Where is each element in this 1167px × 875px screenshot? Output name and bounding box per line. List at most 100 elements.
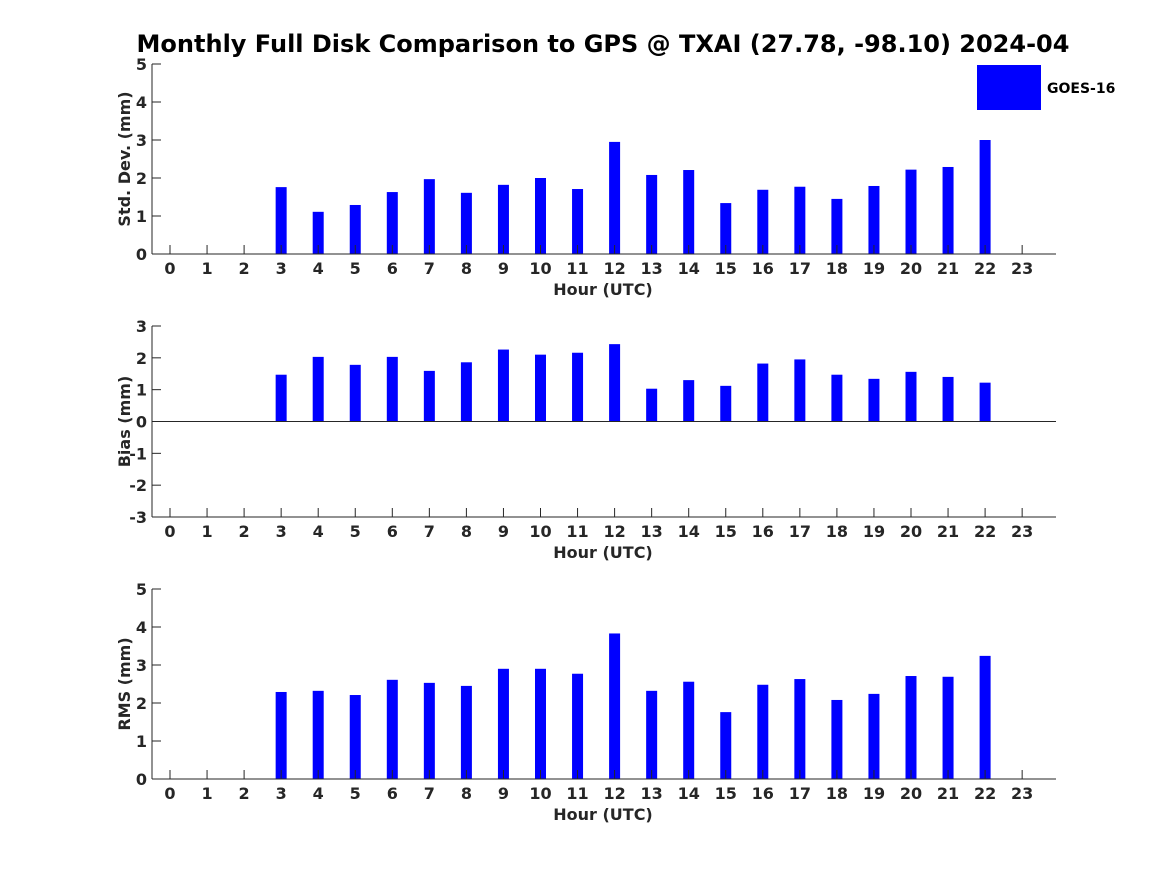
std-dev-bar-hour-13 — [646, 174, 658, 254]
rms-x-tick-label: 18 — [826, 784, 848, 803]
rms-y-tick-label: 4 — [136, 618, 147, 637]
std-dev-y-axis-label: Std. Dev. (mm) — [115, 91, 134, 226]
rms-x-tick-label: 23 — [1011, 784, 1033, 803]
std-dev-bar-hour-4 — [312, 211, 324, 254]
bias-x-tick-label: 23 — [1011, 522, 1033, 541]
rms-x-tick-label: 0 — [164, 784, 175, 803]
std-dev-bar-hour-8 — [460, 192, 472, 254]
rms-x-tick-label: 9 — [498, 784, 509, 803]
rms-x-tick-label: 12 — [603, 784, 625, 803]
bias-x-tick-label: 10 — [529, 522, 551, 541]
rms-x-tick-label: 4 — [313, 784, 324, 803]
bias-x-tick-label: 22 — [974, 522, 996, 541]
bias-x-tick-label: 6 — [387, 522, 398, 541]
std-dev-y-tick-label: 4 — [136, 93, 147, 112]
bias-y-tick-label: 0 — [136, 413, 147, 432]
rms-x-tick-label: 2 — [239, 784, 250, 803]
bias-bar-hour-12 — [609, 344, 621, 422]
rms-y-tick-label: 3 — [136, 656, 147, 675]
bias-x-tick-label: 14 — [678, 522, 700, 541]
std-dev-x-tick-label: 14 — [678, 259, 700, 278]
bias-bar-hour-4 — [312, 356, 324, 422]
bias-x-tick-label: 16 — [752, 522, 774, 541]
rms-x-tick-label: 17 — [789, 784, 811, 803]
rms-x-tick-label: 13 — [641, 784, 663, 803]
bias-bar-hour-21 — [942, 376, 954, 422]
bias-x-tick-label: 9 — [498, 522, 509, 541]
rms-bar-hour-14 — [683, 681, 695, 779]
bias-x-tick-label: 5 — [350, 522, 361, 541]
std-dev-x-tick-label: 8 — [461, 259, 472, 278]
bias-bar-hour-10 — [535, 354, 546, 422]
bias-x-tick-label: 21 — [937, 522, 959, 541]
rms-bar-hour-10 — [535, 668, 546, 779]
bias-x-tick-label: 19 — [863, 522, 885, 541]
rms-x-tick-label: 3 — [276, 784, 287, 803]
rms-x-tick-label: 19 — [863, 784, 885, 803]
bias-y-axis-label: Bias (mm) — [115, 376, 134, 468]
rms-x-axis-label: Hour (UTC) — [553, 805, 653, 824]
rms-x-tick-label: 6 — [387, 784, 398, 803]
rms-x-tick-label: 20 — [900, 784, 922, 803]
bias-bar-hour-5 — [349, 364, 361, 422]
std-dev-x-tick-label: 9 — [498, 259, 509, 278]
std-dev-bar-hour-17 — [794, 186, 806, 254]
bias-x-tick-label: 7 — [424, 522, 435, 541]
bias-bar-hour-13 — [646, 388, 658, 422]
rms-bar-hour-5 — [349, 695, 361, 779]
bias-x-tick-label: 12 — [603, 522, 625, 541]
std-dev-x-tick-label: 13 — [641, 259, 663, 278]
std-dev-x-tick-label: 1 — [201, 259, 212, 278]
rms-y-tick-label: 1 — [136, 732, 147, 751]
rms-bar-hour-21 — [942, 676, 954, 779]
bias-y-tick-label: 1 — [136, 381, 147, 400]
std-dev-bar-hour-3 — [275, 187, 287, 254]
bias-bar-hour-6 — [386, 356, 398, 422]
bias-bar-hour-19 — [868, 378, 880, 422]
std-dev-bar-hour-20 — [905, 169, 917, 254]
std-dev-y-tick-label: 1 — [136, 207, 147, 226]
rms-bar-hour-9 — [497, 668, 509, 779]
rms-bar-hour-15 — [720, 712, 732, 779]
rms-bar-hour-4 — [312, 690, 324, 779]
rms-y-tick-label: 0 — [136, 770, 147, 789]
std-dev-x-tick-label: 5 — [350, 259, 361, 278]
rms-bar-hour-22 — [979, 655, 991, 779]
std-dev-y-tick-label: 5 — [136, 55, 147, 74]
rms-x-tick-label: 15 — [715, 784, 737, 803]
bias-x-tick-label: 18 — [826, 522, 848, 541]
std-dev-bar-hour-15 — [720, 203, 732, 254]
std-dev-bar-hour-16 — [757, 189, 769, 254]
std-dev-x-tick-label: 15 — [715, 259, 737, 278]
std-dev-x-tick-label: 0 — [164, 259, 175, 278]
rms-x-tick-label: 8 — [461, 784, 472, 803]
rms-bar-hour-6 — [386, 679, 398, 779]
std-dev-x-tick-label: 7 — [424, 259, 435, 278]
std-dev-x-tick-label: 6 — [387, 259, 398, 278]
std-dev-bar-hour-5 — [349, 204, 361, 254]
legend-label-goes-16: GOES-16 — [1047, 81, 1115, 97]
rms-x-tick-label: 7 — [424, 784, 435, 803]
bias-bar-hour-22 — [979, 382, 991, 422]
rms-bar-hour-16 — [757, 684, 769, 779]
rms-x-tick-label: 5 — [350, 784, 361, 803]
bias-x-axis-label: Hour (UTC) — [553, 543, 653, 562]
std-dev-bar-hour-21 — [942, 166, 954, 254]
std-dev-bar-hour-11 — [572, 189, 584, 254]
bias-bar-hour-14 — [683, 380, 695, 422]
legend: GOES-16 — [977, 65, 1115, 110]
rms-x-tick-label: 1 — [201, 784, 212, 803]
std-dev-x-tick-label: 3 — [276, 259, 287, 278]
rms-bar-hour-12 — [609, 633, 621, 779]
rms-bar-hour-20 — [905, 676, 917, 779]
std-dev-x-tick-label: 21 — [937, 259, 959, 278]
bias-y-tick-label: -1 — [129, 444, 147, 463]
bias-bar-hour-18 — [831, 374, 843, 422]
std-dev-x-tick-label: 12 — [603, 259, 625, 278]
std-dev-bar-hour-12 — [609, 141, 621, 254]
rms-x-tick-label: 21 — [937, 784, 959, 803]
bias-x-tick-label: 15 — [715, 522, 737, 541]
